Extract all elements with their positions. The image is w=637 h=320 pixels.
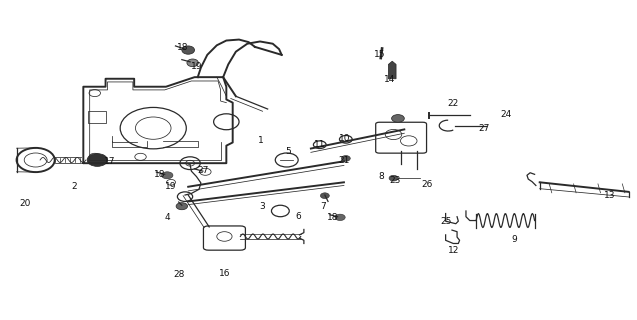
Ellipse shape [87, 154, 108, 166]
Text: 6: 6 [296, 212, 301, 221]
Text: 23: 23 [389, 176, 401, 185]
Text: 26: 26 [421, 180, 433, 189]
Text: 22: 22 [448, 99, 459, 108]
Ellipse shape [341, 156, 350, 161]
Text: 20: 20 [19, 199, 31, 208]
Text: 2: 2 [71, 182, 76, 191]
Text: 13: 13 [604, 191, 615, 200]
Text: 16: 16 [218, 268, 230, 278]
Text: 8: 8 [378, 172, 383, 181]
Text: 21: 21 [338, 156, 350, 165]
Text: 15: 15 [374, 50, 385, 59]
Ellipse shape [176, 203, 187, 210]
Text: 24: 24 [501, 110, 512, 119]
Text: 19: 19 [165, 182, 177, 191]
Text: 12: 12 [448, 246, 459, 255]
Text: 11: 11 [314, 140, 326, 149]
Text: 27: 27 [478, 124, 489, 132]
Text: 18: 18 [154, 170, 166, 179]
Ellipse shape [392, 115, 404, 122]
Text: 17: 17 [104, 157, 116, 166]
Text: 19: 19 [190, 62, 202, 71]
Text: 9: 9 [512, 235, 517, 244]
Text: 4: 4 [164, 213, 170, 222]
Ellipse shape [182, 46, 194, 54]
Ellipse shape [335, 214, 345, 220]
Text: 10: 10 [340, 134, 351, 143]
Text: 3: 3 [260, 202, 266, 211]
Ellipse shape [187, 59, 198, 67]
Text: 7: 7 [320, 202, 326, 211]
Text: 18: 18 [327, 213, 338, 222]
Text: 27: 27 [197, 166, 208, 175]
Ellipse shape [389, 175, 398, 181]
Text: 14: 14 [384, 75, 396, 84]
Ellipse shape [162, 172, 173, 179]
Polygon shape [389, 61, 396, 79]
Text: 18: 18 [176, 43, 188, 52]
Bar [89, 111, 106, 123]
Text: 28: 28 [173, 269, 184, 279]
Text: 5: 5 [285, 147, 291, 156]
Text: 25: 25 [440, 217, 451, 226]
Text: 1: 1 [259, 136, 264, 145]
Ellipse shape [320, 193, 329, 198]
